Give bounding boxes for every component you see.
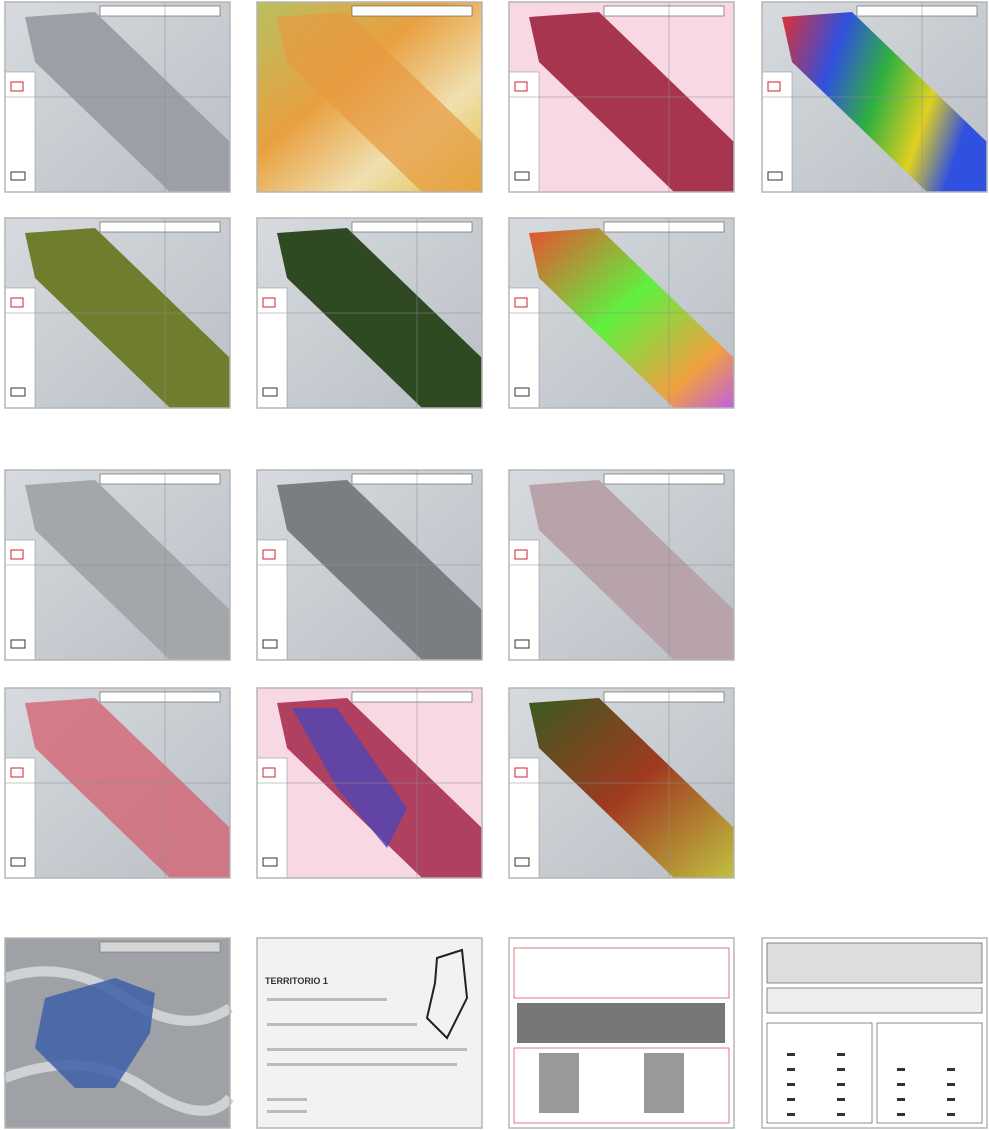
- map-thumb[interactable]: [509, 688, 734, 878]
- doc-thumb[interactable]: TERRITORIO 1: [257, 938, 482, 1128]
- thumbnail-gallery: TERRITORIO 1: [0, 0, 989, 1130]
- map-thumb[interactable]: [257, 218, 482, 408]
- territory-label: TERRITORIO 1: [265, 976, 328, 986]
- map-thumb[interactable]: [5, 688, 230, 878]
- map-thumb[interactable]: [509, 470, 734, 660]
- map-thumb[interactable]: [257, 688, 482, 878]
- figure: [539, 1053, 579, 1113]
- map-thumb[interactable]: [5, 218, 230, 408]
- map-thumb[interactable]: [509, 2, 734, 192]
- header-box: [767, 943, 982, 983]
- map-thumb[interactable]: [257, 2, 482, 192]
- photo-strip: [517, 1003, 725, 1043]
- title-box: [100, 942, 220, 952]
- map-thumb[interactable]: [509, 218, 734, 408]
- map-thumb[interactable]: [762, 2, 987, 192]
- map-thumb[interactable]: [5, 938, 230, 1128]
- map-thumb[interactable]: [257, 470, 482, 660]
- title-box: [352, 6, 472, 16]
- table-thumb[interactable]: [762, 938, 987, 1128]
- figure: [644, 1053, 684, 1113]
- doc-thumb[interactable]: [509, 938, 734, 1128]
- map-thumb[interactable]: [5, 470, 230, 660]
- info-box: [767, 988, 982, 1013]
- map-thumb[interactable]: [5, 2, 230, 192]
